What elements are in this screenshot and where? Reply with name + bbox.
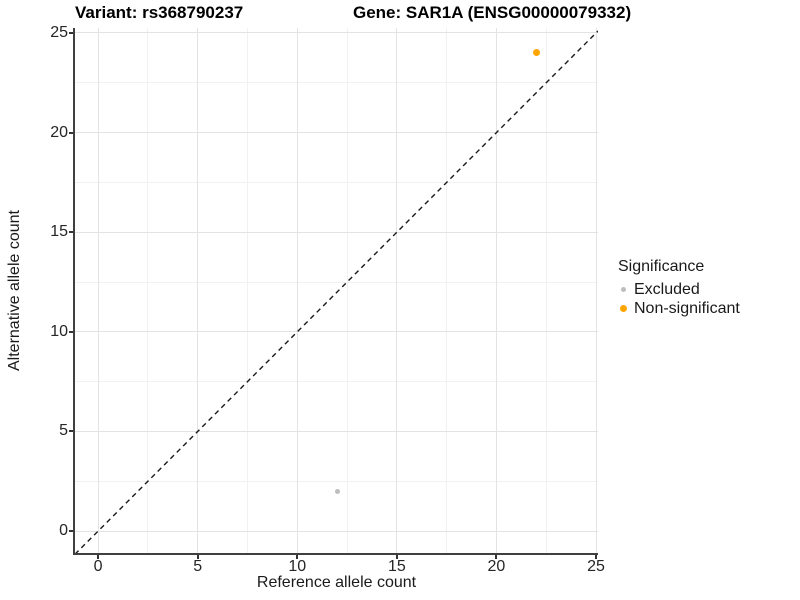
y-major-gridline [75,331,598,333]
x-tick-label: 5 [193,558,203,575]
x-tick-label: 10 [288,558,307,575]
y-tick-label: 0 [59,522,68,540]
x-tick-mark [395,555,398,559]
x-tick-mark [196,555,199,559]
x-tick-mark [495,555,498,559]
y-major-gridline [75,231,598,233]
x-major-gridline [595,28,597,553]
x-axis-line [73,553,598,555]
y-major-gridline [75,32,598,34]
data-point-non-significant [532,49,540,57]
x-tick-label: 20 [487,558,506,575]
x-minor-gridline [346,28,348,553]
legend-entries: Excluded Non-significant [618,280,740,318]
y-major-gridline [75,530,598,532]
legend-key-column [618,305,628,312]
y-minor-gridline [75,281,598,283]
y-tick-mark [69,131,73,134]
data-point-excluded [334,488,340,494]
y-axis-title: Alternative allele count [6,210,23,371]
legend-entry-non-significant: Non-significant [618,299,740,318]
plot-title-variant: Variant: rs368790237 [75,3,244,22]
x-major-gridline [296,28,298,553]
x-axis-title: Reference allele count [256,574,417,591]
y-minor-gridline [75,82,598,84]
plot-panel [75,28,598,553]
legend-dot-icon [620,287,626,292]
legend-entry-label: Excluded [634,280,700,298]
legend-entry-excluded: Excluded [618,280,740,299]
x-major-gridline [197,28,199,553]
x-tick-mark [296,555,299,559]
y-tick-mark [69,430,73,433]
legend-dot-icon [619,305,627,312]
legend: Significance Excluded Non-significant [618,258,740,318]
y-tick-label: 10 [50,322,68,340]
x-minor-gridline [147,28,149,553]
x-tick-mark [97,555,100,559]
x-minor-gridline [246,28,248,553]
x-major-gridline [97,28,99,553]
y-tick-label: 25 [50,23,68,41]
x-tick-label: 0 [93,558,103,575]
y-minor-gridline [75,181,598,183]
x-major-gridline [396,28,398,553]
y-major-gridline [75,430,598,432]
legend-title: Significance [618,258,705,275]
y-tick-mark [69,231,73,234]
y-tick-label: 15 [50,223,68,241]
x-major-gridline [495,28,497,553]
x-minor-gridline [446,28,448,553]
legend-key-column [618,287,628,292]
y-minor-gridline [75,480,598,482]
x-tick-mark [595,555,597,559]
y-axis-line [73,28,75,555]
x-minor-gridline [545,28,547,553]
y-tick-mark [69,31,73,34]
plot-title-gene: Gene: SAR1A (ENSG00000079332) [353,3,632,22]
x-tick-label: 25 [587,558,605,575]
y-major-gridline [75,132,598,134]
y-tick-label: 5 [59,422,68,440]
y-tick-label: 20 [50,123,68,141]
x-tick-label: 15 [387,558,406,575]
y-minor-gridline [75,381,598,383]
legend-entry-label: Non-significant [634,299,740,317]
identity-dashed-line [75,30,598,553]
y-tick-mark [69,530,73,533]
y-tick-mark [69,330,73,333]
